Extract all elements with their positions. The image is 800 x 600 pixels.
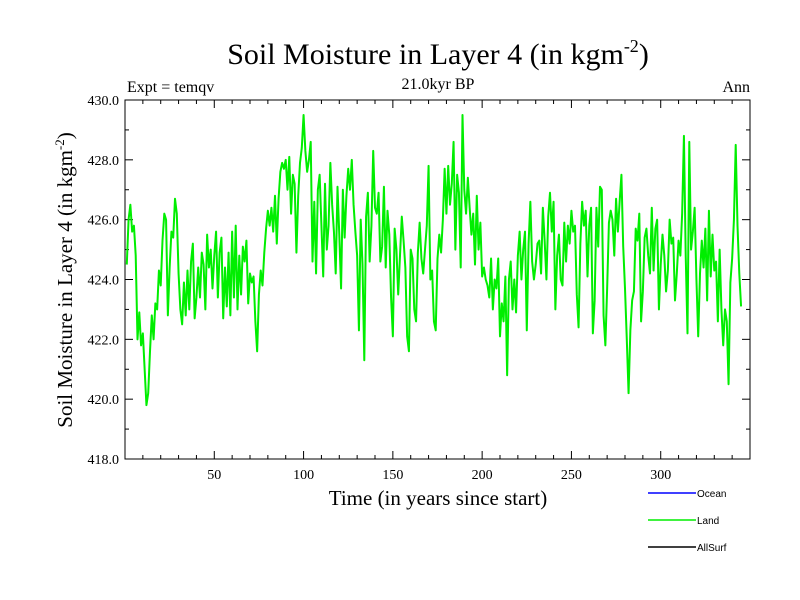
- experiment-label: Expt = temqv: [127, 79, 214, 96]
- x-tick-label: 300: [650, 468, 671, 483]
- series-line-land: [125, 113, 743, 407]
- x-tick-label: 150: [382, 468, 403, 483]
- y-tick-label: 418.0: [88, 453, 120, 468]
- y-tick-label: 428.0: [88, 154, 120, 169]
- series-layer: [125, 113, 743, 407]
- x-tick-label: 200: [472, 468, 493, 483]
- y-tick-label: 420.0: [88, 393, 120, 408]
- chart-subtitle: 21.0kyr BP: [402, 76, 475, 93]
- season-label: Ann: [722, 79, 750, 96]
- y-tick-label: 426.0: [88, 214, 120, 229]
- x-axis-label: Time (in years since start): [329, 486, 548, 510]
- y-tick-label: 424.0: [88, 274, 120, 289]
- y-axis-label: Soil Moisture in Layer 4 (in kgm-2): [52, 132, 77, 427]
- x-tick-label: 250: [561, 468, 582, 483]
- x-axis-ticks: 50 100 150 200 250 300: [142, 100, 733, 483]
- x-tick-label: 100: [293, 468, 314, 483]
- chart-title: Soil Moisture in Layer 4 (in kgm-2): [227, 36, 649, 71]
- x-tick-label: 50: [207, 468, 221, 483]
- legend-label-allsurf: AllSurf: [697, 543, 727, 554]
- legend-label-ocean: Ocean: [697, 489, 726, 500]
- y-tick-label: 430.0: [88, 94, 120, 109]
- y-axis-ticks: 418.0 420.0 422.0 424.0 426.0 428.0 430.0: [88, 94, 750, 468]
- y-tick-label: 422.0: [88, 333, 120, 348]
- legend: Ocean Land AllSurf: [648, 489, 727, 554]
- legend-label-land: Land: [697, 516, 719, 527]
